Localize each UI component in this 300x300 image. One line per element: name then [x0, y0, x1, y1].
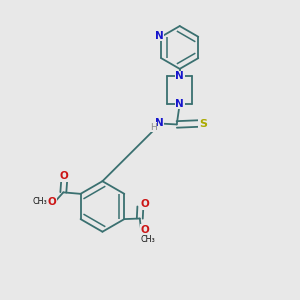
Text: S: S: [199, 118, 207, 128]
Text: O: O: [47, 197, 56, 207]
Text: O: O: [141, 225, 149, 235]
Text: H: H: [150, 123, 157, 132]
Text: O: O: [60, 171, 69, 181]
Text: N: N: [155, 31, 164, 40]
Text: CH₃: CH₃: [141, 235, 155, 244]
Text: N: N: [175, 99, 184, 109]
Text: N: N: [154, 118, 163, 128]
Text: CH₃: CH₃: [33, 197, 47, 206]
Text: O: O: [140, 199, 149, 209]
Text: N: N: [175, 71, 184, 81]
